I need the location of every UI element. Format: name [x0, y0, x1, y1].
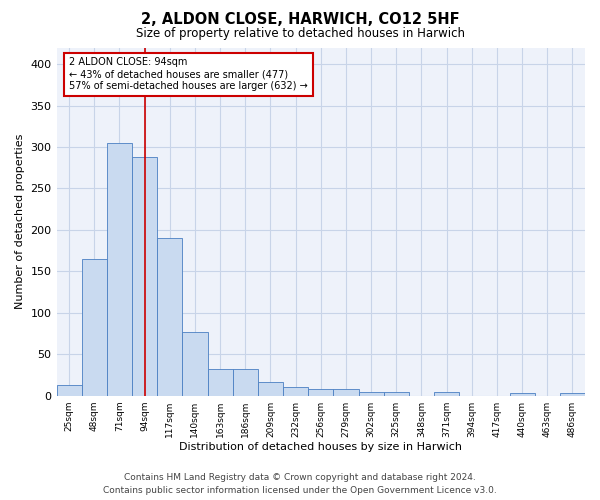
X-axis label: Distribution of detached houses by size in Harwich: Distribution of detached houses by size …: [179, 442, 462, 452]
Bar: [334, 389, 359, 396]
Bar: [308, 389, 334, 396]
Y-axis label: Number of detached properties: Number of detached properties: [15, 134, 25, 310]
Bar: [359, 392, 383, 396]
Bar: [208, 369, 233, 396]
Bar: [182, 332, 208, 396]
Bar: [157, 238, 182, 396]
Text: 2, ALDON CLOSE, HARWICH, CO12 5HF: 2, ALDON CLOSE, HARWICH, CO12 5HF: [140, 12, 460, 28]
Bar: [383, 392, 409, 396]
Bar: [56, 385, 82, 396]
Bar: [509, 393, 535, 396]
Text: Size of property relative to detached houses in Harwich: Size of property relative to detached ho…: [136, 28, 464, 40]
Text: 2 ALDON CLOSE: 94sqm
← 43% of detached houses are smaller (477)
57% of semi-deta: 2 ALDON CLOSE: 94sqm ← 43% of detached h…: [69, 58, 308, 90]
Bar: [233, 369, 258, 396]
Bar: [82, 259, 107, 396]
Bar: [283, 388, 308, 396]
Bar: [132, 157, 157, 396]
Bar: [434, 392, 459, 396]
Text: Contains HM Land Registry data © Crown copyright and database right 2024.
Contai: Contains HM Land Registry data © Crown c…: [103, 474, 497, 495]
Bar: [258, 382, 283, 396]
Bar: [560, 393, 585, 396]
Bar: [107, 143, 132, 396]
